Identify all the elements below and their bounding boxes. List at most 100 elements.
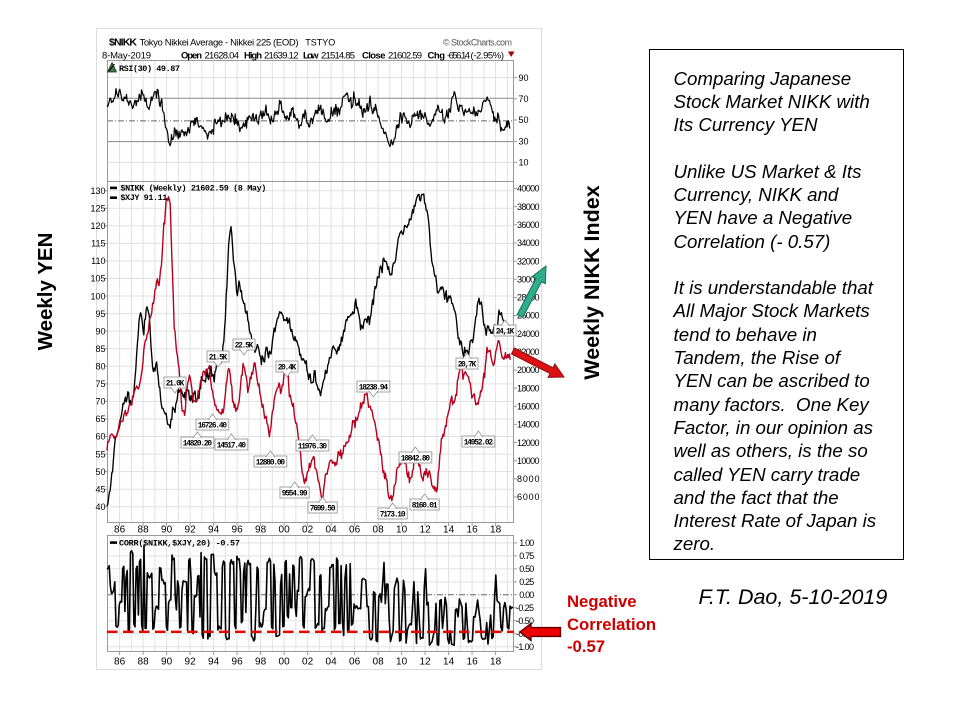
- svg-text:88: 88: [138, 525, 150, 536]
- svg-text:12000: 12000: [517, 438, 540, 448]
- svg-text:Low: Low: [303, 50, 319, 61]
- svg-text:Weekly YEN: Weekly YEN: [34, 233, 57, 351]
- svg-text:10842.80: 10842.80: [401, 455, 431, 463]
- svg-text:06: 06: [349, 657, 361, 668]
- svg-text:70: 70: [95, 397, 105, 407]
- svg-text:90: 90: [95, 326, 105, 336]
- svg-text:1.00: 1.00: [519, 538, 534, 548]
- svg-text:50: 50: [95, 467, 105, 477]
- svg-text:21628.04: 21628.04: [205, 50, 240, 61]
- svg-text:08: 08: [373, 657, 385, 668]
- svg-text:90: 90: [161, 657, 173, 668]
- svg-text:16726.40: 16726.40: [198, 422, 228, 430]
- svg-text:04: 04: [326, 525, 338, 536]
- svg-text:98: 98: [255, 525, 267, 536]
- svg-text:14: 14: [443, 525, 455, 536]
- svg-text:10: 10: [519, 158, 529, 168]
- svg-text:90: 90: [519, 73, 529, 83]
- svg-text:45: 45: [95, 484, 105, 494]
- svg-text:115: 115: [91, 239, 105, 249]
- svg-text:-1.00: -1.00: [516, 642, 534, 652]
- svg-text:08: 08: [373, 525, 385, 536]
- svg-text:10000: 10000: [517, 456, 540, 466]
- svg-text:38000: 38000: [517, 202, 540, 212]
- svg-text:16000: 16000: [517, 402, 540, 412]
- svg-text:CORR($NIKK,$XJY,20) -0.57: CORR($NIKK,$XJY,20) -0.57: [119, 538, 240, 548]
- svg-text:36000: 36000: [517, 220, 540, 230]
- svg-text:40000: 40000: [517, 184, 540, 194]
- svg-text:12: 12: [420, 657, 432, 668]
- svg-text:94: 94: [208, 657, 220, 668]
- svg-text:06: 06: [349, 525, 361, 536]
- svg-text:-0.25: -0.25: [516, 603, 534, 613]
- svg-text:0.75: 0.75: [519, 551, 534, 561]
- svg-text:Tokyo Nikkei Average - Nikkei: Tokyo Nikkei Average - Nikkei 225 (EOD): [140, 38, 299, 49]
- svg-text:20.4K: 20.4K: [278, 364, 297, 372]
- svg-text:22.5K: 22.5K: [235, 342, 254, 350]
- svg-text:18000: 18000: [517, 383, 540, 393]
- svg-text:00: 00: [279, 525, 291, 536]
- svg-text:92: 92: [185, 525, 197, 536]
- svg-text:21.0K: 21.0K: [166, 380, 185, 388]
- svg-text:8-May-2019: 8-May-2019: [102, 50, 151, 61]
- svg-text:85: 85: [95, 344, 105, 354]
- svg-text:55: 55: [95, 449, 105, 459]
- svg-text:18238.94: 18238.94: [359, 384, 389, 392]
- svg-text:70: 70: [519, 94, 529, 104]
- svg-text:6000: 6000: [517, 492, 540, 502]
- svg-text:65: 65: [95, 414, 105, 424]
- svg-text:14517.40: 14517.40: [217, 442, 247, 450]
- svg-text:110: 110: [91, 256, 105, 266]
- svg-text:90: 90: [161, 525, 173, 536]
- svg-text:16: 16: [467, 525, 479, 536]
- svg-text:High: High: [244, 50, 262, 61]
- svg-text:04: 04: [326, 657, 338, 668]
- svg-text:92: 92: [185, 657, 197, 668]
- svg-text:0.25: 0.25: [519, 577, 534, 587]
- svg-text:14820.20: 14820.20: [183, 440, 213, 448]
- svg-text:60: 60: [95, 432, 105, 442]
- svg-text:94: 94: [208, 525, 220, 536]
- svg-text:21602.59: 21602.59: [388, 50, 422, 61]
- svg-text:86: 86: [114, 525, 126, 536]
- svg-text:18: 18: [490, 525, 502, 536]
- svg-text:00: 00: [279, 657, 291, 668]
- svg-text:Open: Open: [181, 50, 202, 61]
- svg-text:12: 12: [420, 525, 432, 536]
- svg-text:86: 86: [114, 657, 126, 668]
- svg-text:40: 40: [95, 502, 105, 512]
- svg-text:02: 02: [302, 525, 314, 536]
- svg-text:10: 10: [396, 525, 408, 536]
- svg-text:0.50: 0.50: [519, 564, 534, 574]
- svg-text:02: 02: [302, 657, 314, 668]
- svg-text:20,7K: 20,7K: [458, 361, 477, 369]
- svg-text:RSI(30) 49.87: RSI(30) 49.87: [119, 64, 180, 74]
- svg-text:TSTYO: TSTYO: [305, 38, 335, 48]
- svg-text:105: 105: [90, 274, 105, 284]
- svg-text:18: 18: [490, 657, 502, 668]
- svg-text:100: 100: [90, 291, 105, 301]
- svg-text:7699.50: 7699.50: [310, 505, 336, 513]
- svg-text:75: 75: [95, 379, 105, 389]
- svg-text:30: 30: [519, 136, 529, 146]
- svg-text:11976.30: 11976.30: [298, 443, 328, 451]
- svg-text:$XJY 91.11: $XJY 91.11: [120, 193, 167, 203]
- svg-text:80: 80: [95, 362, 105, 372]
- svg-text:21639.12: 21639.12: [264, 50, 299, 61]
- svg-text:8000: 8000: [517, 474, 540, 484]
- svg-text:32000: 32000: [517, 256, 540, 266]
- svg-text:(-2.95%): (-2.95%): [471, 50, 505, 61]
- svg-text:8160.01: 8160.01: [412, 502, 438, 510]
- svg-text:Chg: Chg: [428, 50, 446, 61]
- svg-text:14: 14: [443, 657, 455, 668]
- svg-text:9554.99: 9554.99: [282, 490, 308, 498]
- svg-text:© StockCharts.com: © StockCharts.com: [443, 38, 512, 48]
- svg-text:96: 96: [232, 657, 244, 668]
- svg-text:21514.85: 21514.85: [321, 50, 355, 61]
- svg-text:12880.00: 12880.00: [256, 459, 286, 467]
- svg-text:16: 16: [467, 657, 479, 668]
- svg-text:-656.14: -656.14: [447, 50, 470, 61]
- svg-text:50: 50: [519, 115, 529, 125]
- svg-text:$NIKK: $NIKK: [109, 37, 137, 49]
- svg-text:34000: 34000: [517, 238, 540, 248]
